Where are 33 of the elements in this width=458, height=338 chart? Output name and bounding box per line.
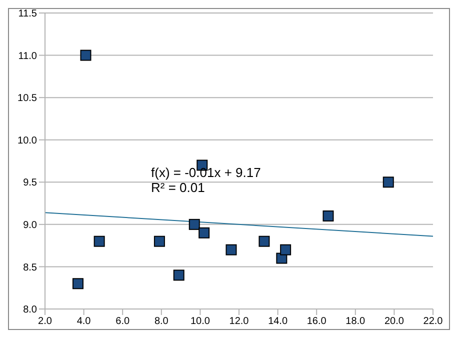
point bbox=[382, 176, 394, 188]
x-tick-label: 6.0 bbox=[116, 316, 130, 328]
y-tick-label: 11.5 bbox=[18, 8, 38, 20]
x-tick-label: 8.0 bbox=[154, 316, 169, 328]
point bbox=[173, 270, 184, 281]
annotation: R² = 0.01 bbox=[151, 180, 206, 195]
x-tick-label: 14.0 bbox=[268, 316, 288, 328]
point bbox=[154, 236, 165, 247]
point bbox=[322, 210, 334, 222]
x-tick-label: 18.0 bbox=[346, 316, 366, 328]
y-tick-label: 8.0 bbox=[23, 304, 38, 316]
x-tick-label: 16.0 bbox=[306, 316, 327, 328]
x-tick-label: 20.0 bbox=[384, 316, 404, 328]
point bbox=[72, 278, 84, 290]
point bbox=[188, 218, 200, 230]
annotation: f(x) = -0.01x + 9.17 bbox=[151, 165, 261, 180]
y-tick-label: 9.5 bbox=[23, 178, 38, 189]
point bbox=[226, 244, 237, 256]
x-tick-label: 2.0 bbox=[38, 316, 52, 328]
point bbox=[198, 227, 210, 238]
point bbox=[258, 236, 270, 247]
point bbox=[280, 244, 292, 256]
y-tick-label: 9.0 bbox=[23, 220, 38, 231]
y-tick-label: 10.0 bbox=[18, 135, 38, 146]
y-tick-label: 8.5 bbox=[23, 262, 38, 274]
x-tick-label: 4.0 bbox=[76, 316, 92, 328]
x-tick-label: 22.0 bbox=[423, 316, 444, 328]
y-tick-label: 11.0 bbox=[18, 50, 38, 62]
x-tick-label: 12.0 bbox=[229, 316, 250, 328]
x-tick-label: 10.0 bbox=[190, 316, 210, 328]
point bbox=[80, 50, 92, 61]
point bbox=[94, 236, 105, 247]
y-tick-label: 10.5 bbox=[18, 93, 38, 104]
